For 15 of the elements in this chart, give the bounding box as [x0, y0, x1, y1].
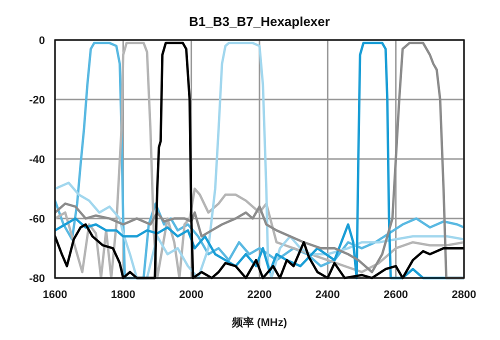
- y-tick-label: -80: [29, 273, 45, 285]
- line-series: [55, 42, 464, 280]
- x-tick-label: 2600: [384, 289, 408, 301]
- x-tick-label: 1800: [110, 289, 136, 301]
- x-tick-label: 2000: [179, 289, 204, 301]
- x-axis-title: 频率 (MHz): [231, 316, 288, 329]
- y-tick-label: -40: [29, 154, 45, 166]
- y-tick-label: -60: [29, 214, 45, 226]
- y-tick-label: 0: [38, 35, 45, 47]
- x-tick-label: 1600: [42, 289, 68, 301]
- y-tick-label: -20: [29, 94, 45, 106]
- x-tick-label: 2200: [247, 289, 272, 301]
- x-tick-label: 2400: [315, 289, 340, 301]
- chart-title: B1_B3_B7_Hexaplexer: [189, 14, 330, 29]
- x-tick-label: 2800: [452, 289, 476, 301]
